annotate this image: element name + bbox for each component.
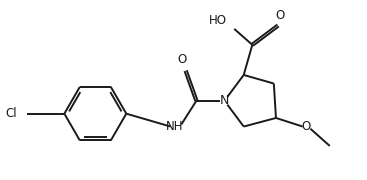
Text: O: O: [301, 120, 311, 133]
Text: N: N: [220, 94, 229, 107]
Text: O: O: [276, 9, 285, 22]
Text: O: O: [178, 53, 187, 66]
Text: Cl: Cl: [6, 107, 17, 120]
Text: NH: NH: [166, 120, 184, 133]
Text: HO: HO: [208, 14, 226, 27]
